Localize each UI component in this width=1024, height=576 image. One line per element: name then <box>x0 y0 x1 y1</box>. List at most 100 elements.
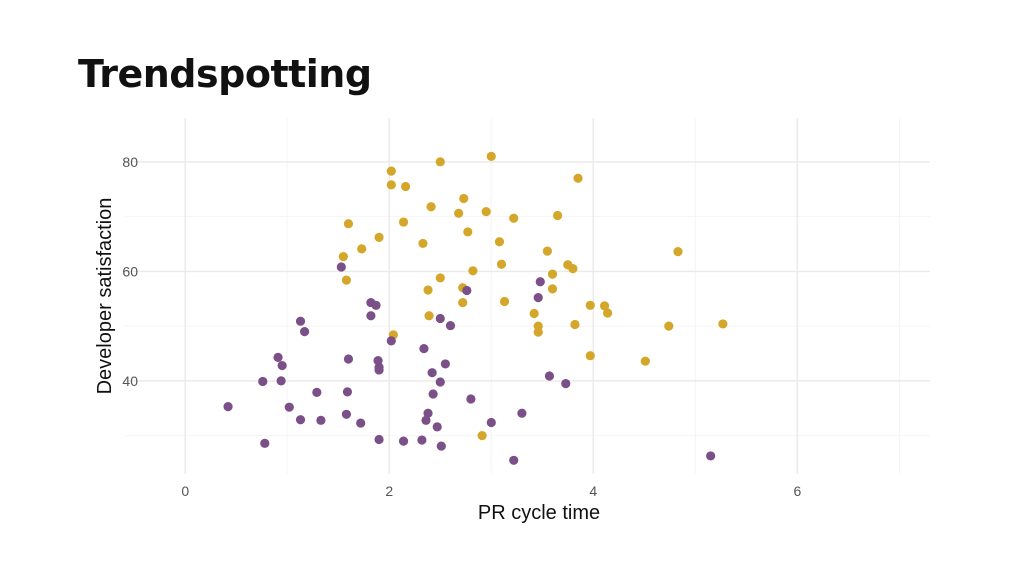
data-point-group-a <box>398 217 409 227</box>
data-point-group-a <box>585 300 595 310</box>
data-point-group-b <box>419 343 429 354</box>
data-point-group-b <box>277 360 287 371</box>
data-point-group-a <box>454 208 464 218</box>
data-point-group-a <box>400 181 411 192</box>
data-point-group-a <box>386 166 396 176</box>
data-point-group-b <box>316 415 326 425</box>
data-point-group-b <box>436 441 446 451</box>
y-tick-label: 40 <box>122 373 138 389</box>
data-point-group-b <box>417 435 427 445</box>
data-point-group-a <box>718 319 728 329</box>
data-point-group-a <box>481 207 491 217</box>
data-point-group-b <box>432 422 442 432</box>
data-point-group-b <box>342 387 353 397</box>
data-point-group-a <box>553 210 563 221</box>
data-point-group-a <box>585 351 595 361</box>
x-tick-label: 6 <box>793 483 801 499</box>
data-point-group-b <box>427 368 437 378</box>
data-point-group-b <box>284 402 294 412</box>
data-point-group-b <box>535 277 545 287</box>
data-point-group-b <box>398 436 409 446</box>
data-point-group-b <box>462 285 472 296</box>
y-tick-labels: 40 60 80 <box>122 154 138 389</box>
data-point-group-b <box>273 352 283 362</box>
data-point-group-a <box>640 356 650 366</box>
data-point-group-a <box>338 251 348 262</box>
data-point-group-a <box>426 202 436 212</box>
data-point-group-a <box>529 308 539 319</box>
data-point-group-b <box>336 262 346 272</box>
data-point-group-a <box>418 238 428 249</box>
data-point-group-a <box>468 266 478 276</box>
data-point-group-b <box>466 394 476 404</box>
data-point-group-b <box>341 409 352 419</box>
data-point-group-a <box>343 219 354 229</box>
data-point-group-a <box>341 275 352 285</box>
data-point-group-a <box>435 273 445 283</box>
data-point-group-b <box>561 379 571 389</box>
data-point-group-b <box>440 359 450 369</box>
x-tick-label: 0 <box>181 483 189 499</box>
data-point-group-a <box>673 247 683 257</box>
data-point-group-b <box>486 417 496 428</box>
data-point-group-a <box>603 308 613 318</box>
data-point-group-a <box>424 311 434 321</box>
data-point-group-a <box>477 431 487 441</box>
data-point-group-b <box>371 300 381 310</box>
data-point-group-a <box>573 173 583 183</box>
data-point-group-a <box>458 297 468 308</box>
data-point-group-a <box>423 285 433 295</box>
grid-layer <box>124 118 930 474</box>
data-point-group-a <box>486 151 496 161</box>
data-point-group-a <box>499 296 510 307</box>
data-point-group-b <box>299 327 310 337</box>
x-tick-label: 4 <box>589 483 597 499</box>
data-points <box>223 151 728 465</box>
data-point-group-a <box>386 180 396 190</box>
data-point-group-a <box>435 157 445 167</box>
data-point-group-b <box>374 434 384 445</box>
data-point-group-b <box>356 418 366 428</box>
y-tick-label: 60 <box>122 263 138 279</box>
data-point-group-b <box>276 376 286 386</box>
data-point-group-a <box>547 269 558 279</box>
data-point-group-a <box>547 284 558 294</box>
data-point-group-b <box>509 455 519 465</box>
data-point-group-a <box>568 264 578 274</box>
data-point-group-b <box>421 415 431 425</box>
data-point-group-b <box>423 408 433 418</box>
data-point-group-b <box>533 293 543 303</box>
y-tick-label: 80 <box>122 154 138 170</box>
data-point-group-b <box>260 438 270 448</box>
x-tick-labels: 0 2 4 6 <box>181 483 801 499</box>
data-point-group-a <box>509 213 519 223</box>
data-point-group-b <box>428 389 438 399</box>
data-point-group-b <box>435 377 445 387</box>
data-point-group-a <box>599 301 610 311</box>
data-point-group-b <box>517 408 527 418</box>
data-point-group-b <box>223 402 233 412</box>
data-point-group-b <box>343 354 354 364</box>
data-point-group-b <box>374 365 384 375</box>
data-point-group-a <box>496 259 507 269</box>
data-point-group-b <box>312 387 322 397</box>
data-point-group-a <box>459 193 469 204</box>
data-point-group-a <box>533 327 543 337</box>
data-point-group-b <box>258 376 268 387</box>
data-point-group-b <box>295 316 306 326</box>
data-point-group-a <box>570 319 580 330</box>
page-title: Trendspotting <box>78 52 372 96</box>
data-point-group-a <box>494 237 505 247</box>
data-point-group-a <box>357 244 367 254</box>
x-tick-label: 2 <box>385 483 393 499</box>
data-point-group-a <box>463 227 473 237</box>
data-point-group-a <box>542 246 553 256</box>
data-point-group-b <box>295 415 306 425</box>
y-axis-title: Developer satisfaction <box>94 198 116 395</box>
data-point-group-b <box>435 313 445 324</box>
data-point-group-a <box>374 232 384 242</box>
data-point-group-b <box>386 336 396 346</box>
x-axis-title: PR cycle time <box>478 502 600 524</box>
data-point-group-b <box>445 320 456 331</box>
